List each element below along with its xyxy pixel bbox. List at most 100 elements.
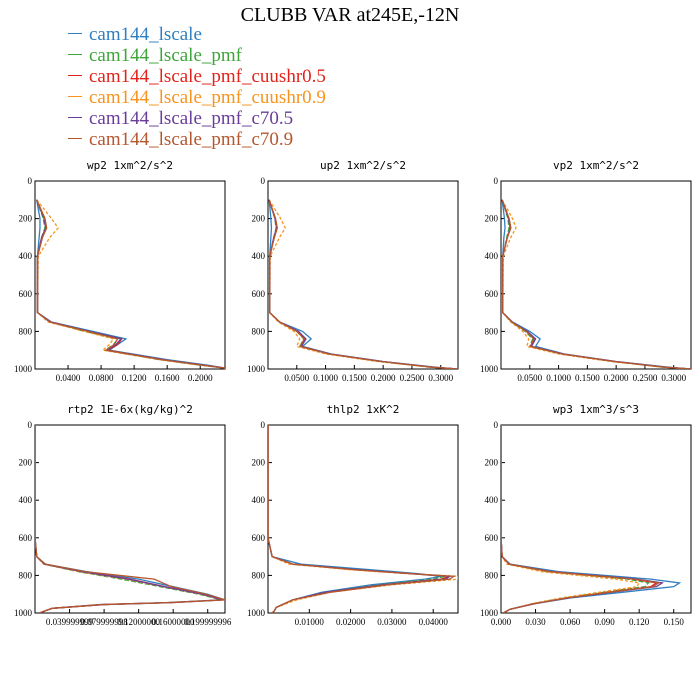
x-tick-label: 0.1500 xyxy=(575,373,600,383)
y-tick-label: 1000 xyxy=(480,364,499,374)
x-tick-label: 0.2500 xyxy=(633,373,658,383)
plot-frame xyxy=(34,180,226,370)
panel: thlp2 1xK^2 0 200 400 600 800 1000 0.01000 0.020… xyxy=(247,403,459,627)
series-line xyxy=(35,425,224,613)
x-tick-label: 0.030 xyxy=(525,617,546,627)
x-tick-label: 0.1000 xyxy=(313,373,338,383)
x-tick-label: 0.000 xyxy=(491,617,512,627)
legend-label: cam144_lscale_pmf xyxy=(89,45,243,66)
series-line xyxy=(36,199,225,369)
series-line xyxy=(501,425,650,613)
y-tick-label: 600 xyxy=(19,289,33,299)
x-tick-label: 0.090 xyxy=(595,617,616,627)
x-tick-label: 0.1600 xyxy=(155,373,180,383)
y-tick-label: 800 xyxy=(252,570,266,580)
legend-swatch xyxy=(68,138,82,140)
y-tick-label: 600 xyxy=(252,289,266,299)
series-line xyxy=(268,425,446,613)
y-tick-label: 0 xyxy=(261,176,266,186)
y-tick-label: 0 xyxy=(494,420,499,430)
y-tick-label: 1000 xyxy=(480,608,499,618)
y-tick-label: 1000 xyxy=(14,608,33,618)
plot-frame xyxy=(500,180,692,370)
series-line xyxy=(268,199,458,369)
legend-item: cam144_lscale xyxy=(68,24,326,45)
plot-frame xyxy=(267,424,459,614)
y-tick-label: 800 xyxy=(485,326,499,336)
legend-label: cam144_lscale xyxy=(89,24,202,45)
x-tick-label: 0.2000 xyxy=(371,373,396,383)
y-tick-label: 0 xyxy=(494,176,499,186)
y-tick-label: 200 xyxy=(485,458,499,468)
y-tick-label: 400 xyxy=(252,251,266,261)
legend-swatch xyxy=(68,33,82,35)
legend-item: cam144_lscale_pmf xyxy=(68,45,326,66)
legend-label: cam144_lscale_pmf_cuushr0.9 xyxy=(89,87,326,108)
y-tick-label: 1000 xyxy=(247,364,266,374)
x-tick-label: 0.2500 xyxy=(400,373,425,383)
x-tick-label: 0.0400 xyxy=(56,373,81,383)
x-tick-label: 0.3000 xyxy=(428,373,453,383)
legend-label: cam144_lscale_pmf_c70.9 xyxy=(89,129,294,150)
y-tick-label: 400 xyxy=(252,495,266,505)
y-tick-label: 200 xyxy=(19,214,33,224)
page-title: CLUBB VAR at245E,-12N xyxy=(240,4,460,26)
y-tick-label: 1000 xyxy=(14,364,33,374)
plot-frame xyxy=(267,180,459,370)
y-tick-label: 600 xyxy=(19,533,33,543)
y-tick-label: 0 xyxy=(28,176,33,186)
y-tick-label: 400 xyxy=(485,251,499,261)
legend-item: cam144_lscale_pmf_c70.5 xyxy=(68,108,326,129)
legend-swatch xyxy=(68,117,82,119)
x-tick-label: 0.2000 xyxy=(188,373,213,383)
x-tick-label: 0.3000 xyxy=(661,373,686,383)
y-tick-label: 1000 xyxy=(247,608,266,618)
panel-title: rtp2 1E-6x(kg/kg)^2 xyxy=(67,403,193,416)
x-tick-label: 0.1000 xyxy=(546,373,571,383)
series-line xyxy=(501,199,691,369)
series-line xyxy=(35,425,225,613)
panel-title: thlp2 1xK^2 xyxy=(327,403,400,416)
series-line xyxy=(36,199,225,369)
series-line xyxy=(501,425,659,613)
x-tick-label: 0.0500 xyxy=(517,373,542,383)
y-tick-label: 800 xyxy=(19,570,33,580)
y-tick-label: 200 xyxy=(19,458,33,468)
y-tick-label: 800 xyxy=(252,326,266,336)
x-tick-label: 0.0800 xyxy=(89,373,114,383)
x-tick-label: 0.12000000 xyxy=(117,617,160,627)
x-tick-label: 0.060 xyxy=(560,617,581,627)
series-line xyxy=(268,425,450,613)
panel: wp2 1xm^2/s^2 0 200 400 600 800 1000 0.0400 0.08… xyxy=(14,159,226,383)
series-line xyxy=(36,199,225,369)
x-tick-label: 0.04000 xyxy=(419,617,449,627)
panel-title: wp2 1xm^2/s^2 xyxy=(87,159,173,172)
x-tick-label: 0.2000 xyxy=(604,373,629,383)
series-line xyxy=(501,199,691,369)
y-tick-label: 800 xyxy=(485,570,499,580)
panel: vp2 1xm^2/s^2 0 200 400 600 800 1000 0.0500 0.10… xyxy=(480,159,692,383)
y-tick-label: 600 xyxy=(485,533,499,543)
x-tick-label: 0.02000 xyxy=(336,617,366,627)
y-tick-label: 0 xyxy=(28,420,33,430)
y-tick-label: 200 xyxy=(485,214,499,224)
panel-title: vp2 1xm^2/s^2 xyxy=(553,159,639,172)
legend: cam144_lscale cam144_lscale_pmf cam144_l… xyxy=(68,24,326,150)
series-line xyxy=(35,425,225,613)
series-line xyxy=(501,425,641,613)
x-tick-label: 0.1500 xyxy=(342,373,367,383)
plot-frame xyxy=(500,424,692,614)
legend-swatch xyxy=(68,75,82,77)
y-tick-label: 200 xyxy=(252,458,266,468)
y-tick-label: 400 xyxy=(485,495,499,505)
legend-label: cam144_lscale_pmf_c70.5 xyxy=(89,108,294,129)
panel-title: wp3 1xm^3/s^3 xyxy=(553,403,639,416)
series-line xyxy=(36,199,225,369)
panel: rtp2 1E-6x(kg/kg)^2 0 200 400 600 800 1000 0.03… xyxy=(14,403,232,627)
y-tick-label: 400 xyxy=(19,495,33,505)
y-tick-label: 800 xyxy=(19,326,33,336)
x-tick-label: 0.120 xyxy=(629,617,650,627)
series-line xyxy=(36,199,225,369)
x-tick-label: 0.0500 xyxy=(284,373,309,383)
